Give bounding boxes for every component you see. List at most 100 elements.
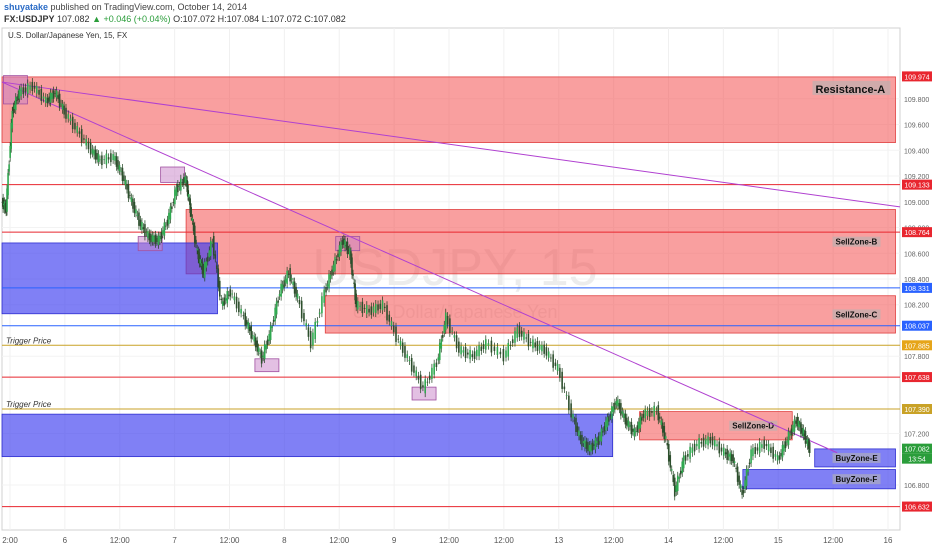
candle-body <box>193 225 196 244</box>
x-tick-label: 14 <box>664 536 673 545</box>
candle-body <box>181 182 184 184</box>
candle-body <box>247 322 250 330</box>
candle-body <box>148 233 151 241</box>
candle-body <box>165 225 167 227</box>
candle-body <box>191 218 194 221</box>
candle-body <box>532 339 534 349</box>
candle-body <box>629 425 631 427</box>
candle-body <box>606 417 609 428</box>
candle-body <box>525 337 528 339</box>
candle-body <box>192 222 195 232</box>
candle-body <box>733 461 736 464</box>
candle-body <box>790 428 793 436</box>
zone-label: Resistance-A <box>816 84 886 96</box>
horizontal-line-label: Trigger Price <box>6 400 52 409</box>
candle-body <box>199 259 202 264</box>
candle-body <box>114 155 116 161</box>
candle-body <box>233 296 236 301</box>
candle-body <box>575 417 577 432</box>
candle-body <box>787 431 790 446</box>
candle-body <box>248 326 251 332</box>
candle-body <box>214 254 217 259</box>
candle-body <box>660 420 663 425</box>
candle-body <box>96 153 98 160</box>
candle-body <box>129 195 131 196</box>
candle-body <box>78 131 81 134</box>
candle-body <box>684 455 687 461</box>
candle-body <box>541 345 543 352</box>
candle-body <box>460 346 462 355</box>
candle-body <box>761 444 763 448</box>
candle-body <box>154 234 157 244</box>
candle-body <box>752 447 754 457</box>
candle-body <box>464 346 467 359</box>
candle-body <box>493 346 496 351</box>
price-label-bg <box>902 227 932 238</box>
high-value: H:107.084 <box>217 14 260 24</box>
publish-text: published on TradingView.com, October 14… <box>50 2 248 12</box>
candle-body <box>716 444 718 447</box>
candle-body <box>127 183 130 199</box>
candle-body <box>669 455 672 468</box>
candle-body <box>22 87 25 95</box>
y-tick-label: 106.800 <box>904 483 929 490</box>
candle-body <box>415 370 418 377</box>
candle-body <box>203 262 206 278</box>
candle-body <box>254 337 257 348</box>
x-tick-label: 9 <box>392 536 397 545</box>
open-value: O:107.072 <box>173 14 216 24</box>
candle-body <box>303 312 305 322</box>
candle-body <box>163 222 166 236</box>
candle-body <box>196 248 198 251</box>
candle-body <box>260 350 263 364</box>
x-tick-label: 15 <box>774 536 783 545</box>
x-tick-label: 6 <box>63 536 68 545</box>
candle-body <box>444 312 447 331</box>
y-tick-label: 109.000 <box>904 200 929 207</box>
candle-body <box>471 354 474 358</box>
candle-body <box>9 145 11 158</box>
candle-body <box>318 312 321 315</box>
close-value: C:107.082 <box>304 14 346 24</box>
candle-body <box>428 375 431 380</box>
candle-body <box>431 367 433 379</box>
candle-body <box>608 416 610 422</box>
candle-body <box>561 371 563 389</box>
candle-body <box>93 150 95 156</box>
candle-body <box>175 187 178 196</box>
candle-body <box>197 250 200 260</box>
candle-body <box>653 405 655 417</box>
candle-body <box>770 447 772 454</box>
candle-body <box>687 453 689 457</box>
candle-body <box>763 440 765 449</box>
candle-body <box>80 129 83 143</box>
zone-label-bg <box>832 452 881 463</box>
candle-body <box>446 315 449 325</box>
candle-body <box>363 307 366 310</box>
candle-body <box>269 325 272 341</box>
candle-body <box>381 300 384 311</box>
candle-body <box>702 437 705 447</box>
candle-body <box>556 363 559 371</box>
candle-body <box>691 447 694 453</box>
candle-body <box>623 413 625 419</box>
candle-body <box>65 107 67 119</box>
candle-body <box>227 294 230 296</box>
candle-body <box>796 416 799 427</box>
candle-body <box>268 334 270 342</box>
candle-body <box>220 298 223 300</box>
candle-body <box>221 301 224 306</box>
candle-body <box>670 469 673 471</box>
candle-body <box>727 454 730 457</box>
candle-body <box>709 437 712 444</box>
candle-body <box>750 449 752 464</box>
candle-body <box>570 403 572 418</box>
candle-body <box>13 104 16 110</box>
candle-body <box>587 442 589 452</box>
candle-body <box>754 447 756 455</box>
candle-body <box>741 489 743 495</box>
candle-body <box>657 405 660 421</box>
author-name[interactable]: shuyatake <box>4 2 49 12</box>
candle-body <box>516 327 519 338</box>
